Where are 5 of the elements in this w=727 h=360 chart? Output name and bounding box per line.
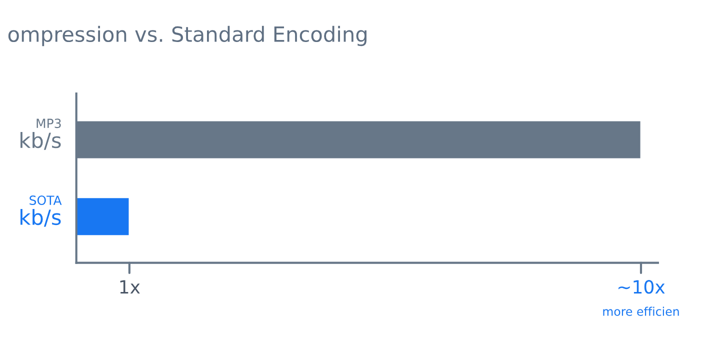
text: 1x: [120, 280, 140, 294]
text: ~10x more efficien: [603, 280, 679, 316]
y-tick-label: SOTA kb/s: [20, 196, 62, 227]
y-tick-label: MP3 kb/s: [20, 118, 61, 150]
chart-title: ompression vs. Standard Encoding: [8, 26, 366, 46]
